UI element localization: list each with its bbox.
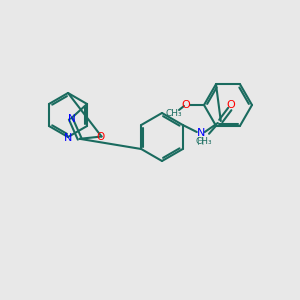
Text: O: O bbox=[226, 100, 235, 110]
Text: N: N bbox=[68, 114, 76, 124]
Text: O: O bbox=[182, 100, 190, 110]
Text: N: N bbox=[196, 128, 205, 138]
Text: CH₃: CH₃ bbox=[196, 137, 212, 146]
Text: H: H bbox=[197, 137, 205, 147]
Text: N: N bbox=[64, 133, 72, 143]
Text: CH₃: CH₃ bbox=[166, 109, 182, 118]
Text: O: O bbox=[96, 131, 105, 142]
